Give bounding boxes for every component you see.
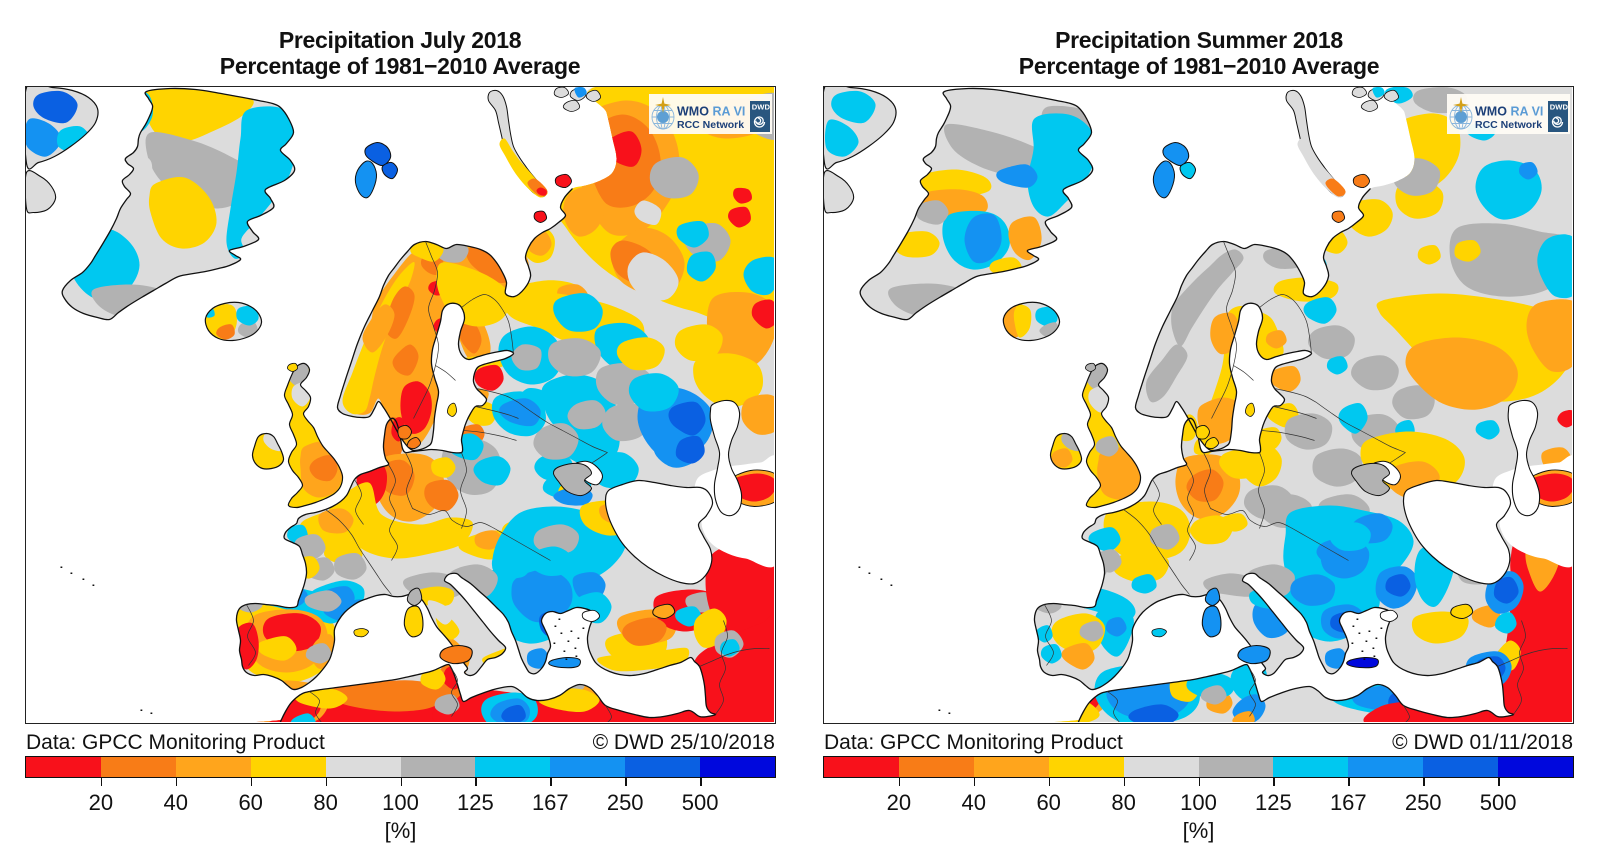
svg-text:RA VI: RA VI [1511,105,1544,119]
svg-text:RCC Network: RCC Network [677,119,744,131]
svg-text:WMO: WMO [677,105,709,119]
svg-text:DWD: DWD [752,103,771,112]
svg-text:WMO: WMO [1475,105,1507,119]
svg-text:RA VI: RA VI [713,105,746,119]
svg-text:DWD: DWD [1550,103,1569,112]
svg-text:RCC Network: RCC Network [1475,119,1542,131]
